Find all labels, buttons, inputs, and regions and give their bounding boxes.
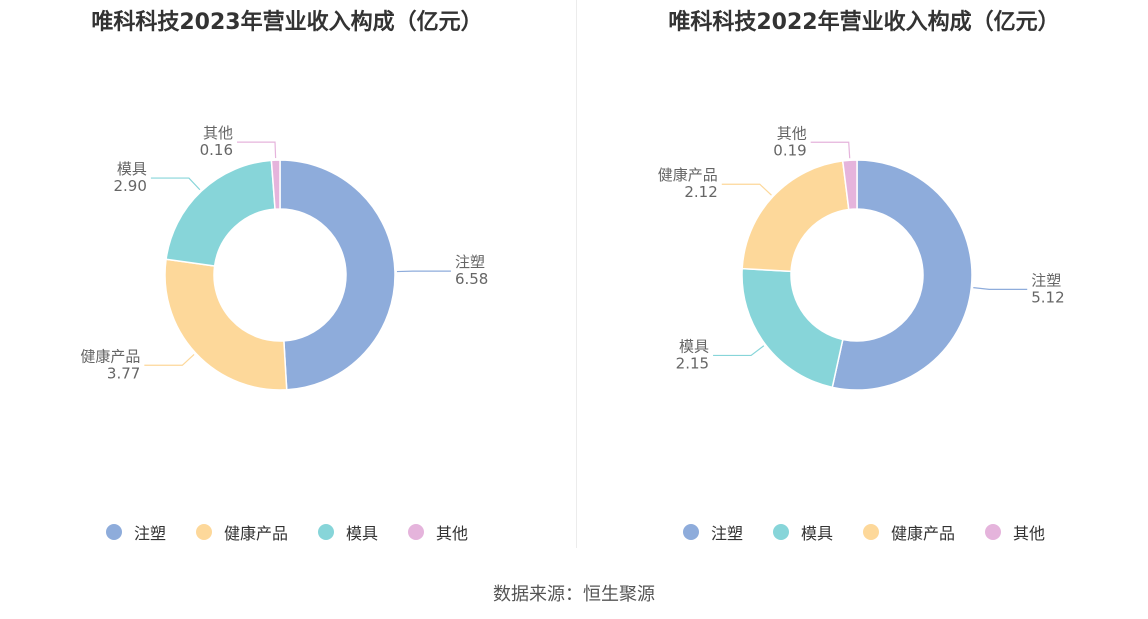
legend-marker — [318, 524, 334, 540]
pie-slice-1 — [831, 159, 973, 391]
slice-category-label: 健康产品 — [80, 347, 140, 365]
chart-title: 唯科科技2023年营业收入构成（亿元） — [91, 10, 483, 35]
legend-label: 健康产品 — [891, 524, 956, 543]
legend-item[interactable]: 注塑 — [682, 520, 743, 544]
legend-marker — [682, 524, 699, 540]
legend-label: 模具 — [800, 524, 833, 543]
legend-label: 注塑 — [710, 524, 743, 543]
leader-line — [810, 141, 851, 159]
leader-line — [973, 287, 1028, 290]
legend-label: 其他 — [436, 524, 469, 543]
slice-value-label: 6.58 — [455, 270, 488, 288]
slice-value-label: 3.77 — [107, 364, 140, 382]
legend-label: 模具 — [346, 524, 379, 543]
panel-divider — [576, 0, 577, 548]
legend-item[interactable]: 健康产品 — [863, 520, 955, 544]
legend-marker — [772, 524, 789, 540]
slice-value-label: 2.12 — [684, 183, 717, 201]
chart-panel-2023: 唯科科技2023年营业收入构成（亿元） 注塑 6.58 健康产品 3.77 模具 2.90… — [0, 0, 574, 560]
slice-category-label: 模具 — [679, 337, 709, 355]
legend-item[interactable]: 模具 — [772, 520, 833, 544]
legend-marker — [985, 524, 1002, 540]
slice-value-label: 2.90 — [114, 177, 147, 195]
slice-category-label: 注塑 — [1031, 271, 1061, 289]
legend-marker — [105, 524, 122, 540]
slice-value-label: 2.15 — [676, 354, 709, 372]
legend-item[interactable]: 其他 — [985, 520, 1045, 544]
pie-slice-2 — [741, 267, 844, 389]
legend-label: 注塑 — [133, 524, 166, 543]
legend-item[interactable]: 健康产品 — [195, 520, 288, 544]
leader-line — [713, 345, 765, 357]
pie-slice-3 — [165, 159, 276, 267]
data-source-note: 数据来源：恒生聚源 — [493, 584, 655, 605]
chart-legend: 注塑 健康产品 模具 其他 — [0, 520, 574, 544]
leader-line — [150, 177, 201, 191]
slice-value-label: 5.12 — [1031, 288, 1064, 306]
chart-panel-2022: 唯科科技2022年营业收入构成（亿元） 注塑 5.12 模具 2.15 健康产品 2.12… — [577, 0, 1148, 560]
slice-value-label: 0.16 — [200, 141, 233, 159]
pie-slice-3 — [741, 160, 850, 273]
legend-marker — [863, 524, 879, 540]
legend-label: 健康产品 — [223, 524, 288, 543]
legend-item[interactable]: 模具 — [318, 520, 378, 544]
chart-title: 唯科科技2022年营业收入构成（亿元） — [668, 10, 1060, 35]
legend-marker — [195, 524, 212, 540]
legend-item[interactable]: 其他 — [408, 520, 468, 544]
leader-line — [237, 141, 277, 159]
slice-category-label: 注塑 — [455, 253, 485, 271]
pie-slice-2 — [164, 258, 288, 391]
leader-line — [144, 353, 195, 366]
legend-item[interactable]: 注塑 — [105, 520, 166, 544]
slice-category-label: 其他 — [777, 124, 807, 142]
legend-label: 其他 — [1013, 524, 1046, 543]
pie-slice-4 — [841, 159, 858, 211]
slice-value-label: 0.19 — [773, 141, 806, 159]
pie-slice-1 — [279, 159, 396, 391]
legend-marker — [408, 524, 425, 540]
slice-category-label: 模具 — [117, 160, 147, 178]
leader-line — [721, 183, 772, 196]
slice-category-label: 其他 — [203, 124, 233, 142]
slice-category-label: 健康产品 — [658, 166, 718, 184]
chart-legend: 注塑 模具 健康产品 其他 — [577, 520, 1148, 544]
pie-slice-4 — [270, 159, 281, 210]
